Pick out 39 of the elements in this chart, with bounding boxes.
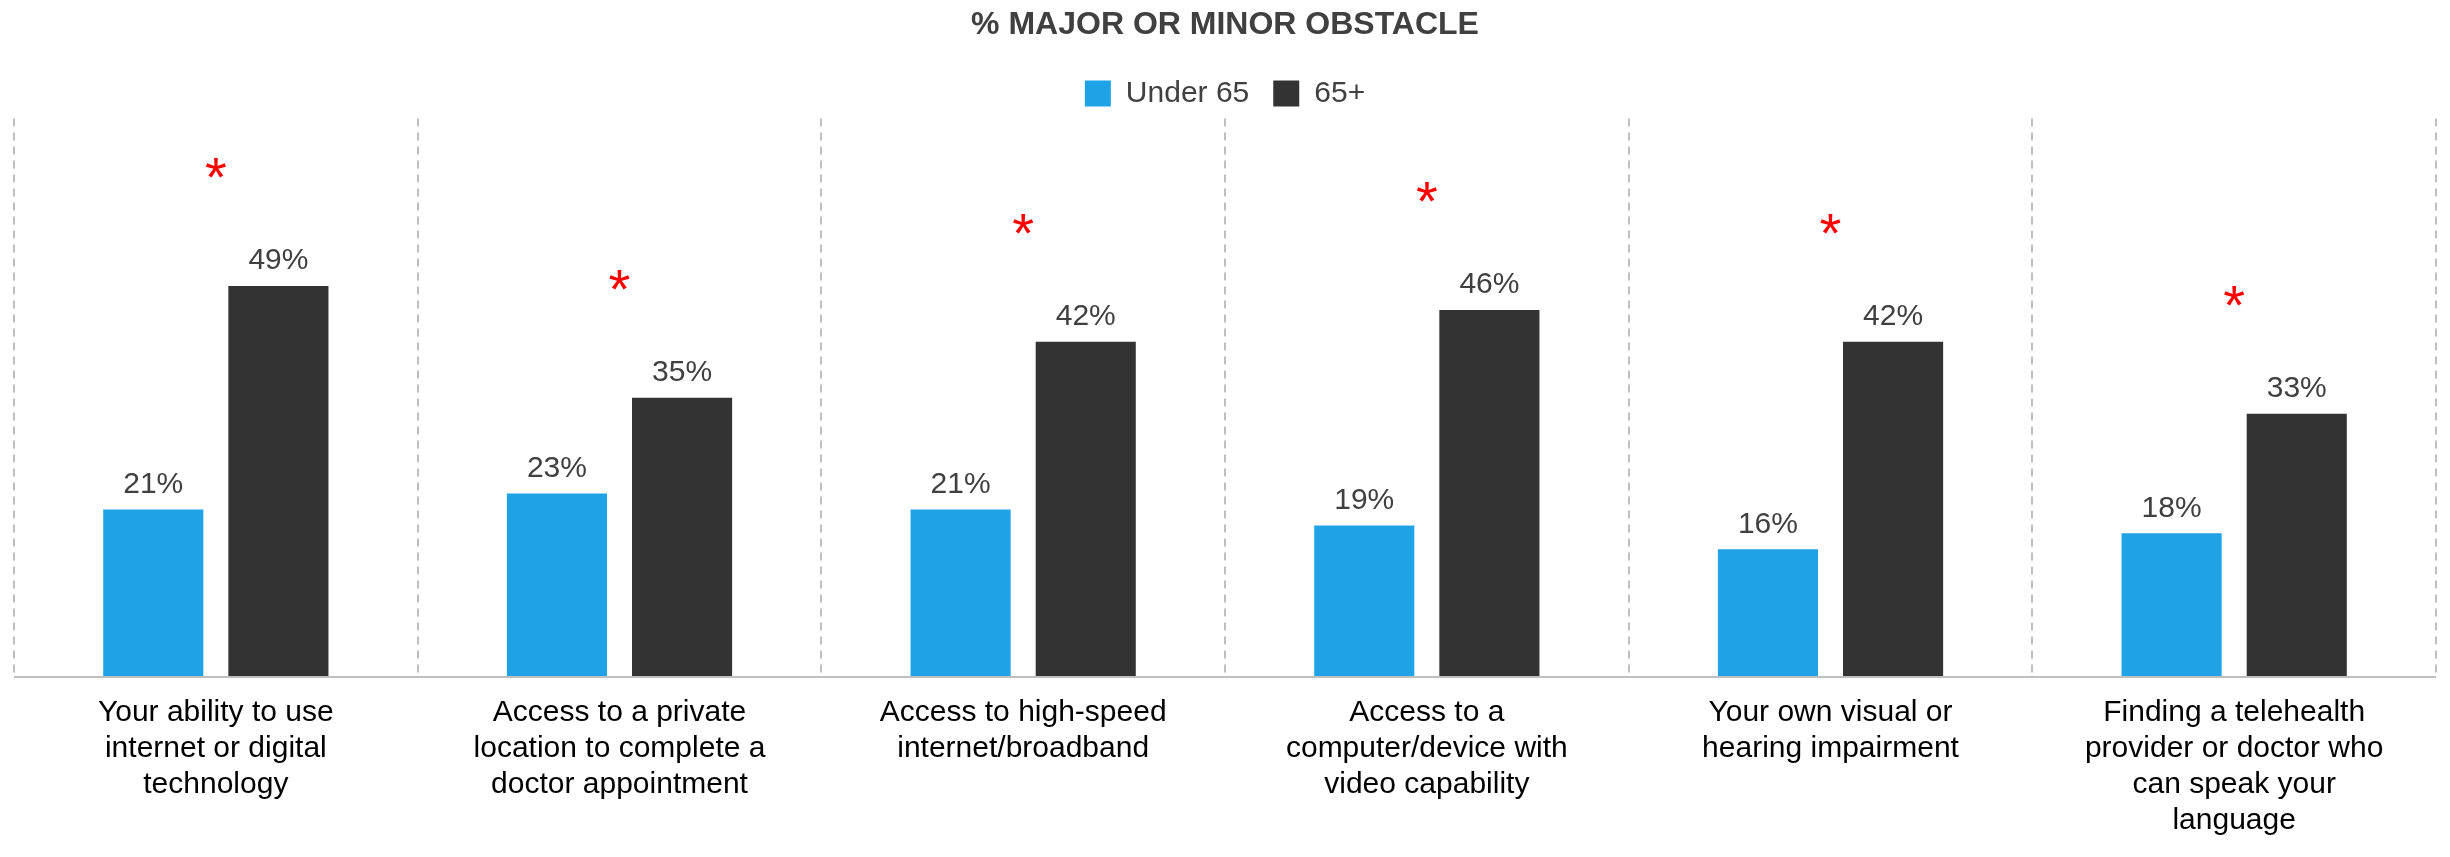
annotation: * [1012,201,1035,265]
bar [1439,309,1540,677]
data-label: 35% [652,353,713,387]
bar [632,397,733,677]
annotation: * [1415,169,1438,233]
bar [103,509,204,677]
bar [506,493,607,677]
data-label: 33% [2266,369,2327,403]
data-label: 21% [930,465,991,499]
bar [1843,341,1944,677]
bar [2121,533,2222,677]
x-tick-label: Your own visual or hearing impairment [1702,694,1960,764]
bar [1717,549,1818,677]
x-tick-label: Access to a private location to complete a doctor appointment [473,694,766,800]
x-tick-label: Finding a telehealth provider or doctor who can speak your language [2084,694,2384,836]
bar [1314,525,1415,677]
data-label: 49% [248,242,309,276]
bar [910,509,1011,677]
data-label: 18% [2141,489,2202,523]
x-tick-label: Your ability to use internet or digital technology [97,694,334,800]
data-label: 21% [123,465,184,499]
bar [228,285,329,677]
x-tick-label: Access to a computer/device with video capability [1285,694,1568,800]
data-label: 23% [526,449,587,483]
annotation: * [2223,273,2246,337]
chart-title: % MAJOR OR MINOR OBSTACLE [971,5,1479,42]
bar [1035,341,1136,677]
legend-label: 65+ [1314,74,1366,108]
data-label: 46% [1459,266,1520,300]
annotation: * [204,145,227,209]
bar [2246,413,2347,677]
annotation: * [608,257,631,321]
data-label: 16% [1737,505,1798,539]
data-label: 19% [1334,481,1395,515]
annotation: * [1819,201,1842,265]
x-tick-label: Access to high-speed internet/broadband [879,694,1167,764]
data-label: 42% [1055,298,1116,332]
data-label: 42% [1863,298,1924,332]
legend-label: Under 65 [1125,74,1250,108]
